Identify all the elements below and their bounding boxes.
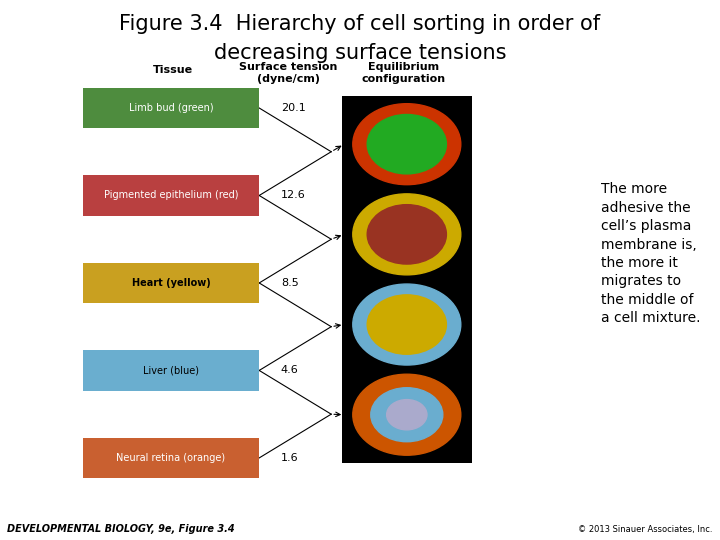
Text: 20.1: 20.1 <box>281 103 305 113</box>
FancyBboxPatch shape <box>83 437 259 478</box>
FancyBboxPatch shape <box>83 350 259 391</box>
Text: decreasing surface tensions: decreasing surface tensions <box>214 43 506 63</box>
Text: Neural retina (orange): Neural retina (orange) <box>117 453 225 463</box>
FancyBboxPatch shape <box>342 96 472 193</box>
FancyBboxPatch shape <box>342 186 472 283</box>
Text: Surface tension
(dyne/cm): Surface tension (dyne/cm) <box>239 62 337 84</box>
Text: The more
adhesive the
cell’s plasma
membrane is,
the more it
migrates to
the mid: The more adhesive the cell’s plasma memb… <box>601 183 701 325</box>
Text: 8.5: 8.5 <box>281 278 299 288</box>
FancyBboxPatch shape <box>342 276 472 373</box>
Text: Liver (blue): Liver (blue) <box>143 366 199 375</box>
Circle shape <box>371 388 443 442</box>
FancyBboxPatch shape <box>342 366 472 463</box>
Text: 12.6: 12.6 <box>281 191 305 200</box>
Circle shape <box>367 205 446 264</box>
Text: 1.6: 1.6 <box>281 453 298 463</box>
Circle shape <box>387 400 427 430</box>
Circle shape <box>353 104 461 185</box>
Text: Heart (yellow): Heart (yellow) <box>132 278 210 288</box>
Text: © 2013 Sinauer Associates, Inc.: © 2013 Sinauer Associates, Inc. <box>578 524 713 534</box>
Text: Equilibrium
configuration: Equilibrium configuration <box>361 62 445 84</box>
Text: Limb bud (green): Limb bud (green) <box>129 103 213 113</box>
Circle shape <box>353 284 461 365</box>
Text: Tissue: Tissue <box>153 65 193 75</box>
Circle shape <box>367 295 446 354</box>
Circle shape <box>353 194 461 275</box>
Text: 4.6: 4.6 <box>281 366 299 375</box>
Text: Figure 3.4  Hierarchy of cell sorting in order of: Figure 3.4 Hierarchy of cell sorting in … <box>120 14 600 33</box>
Text: Pigmented epithelium (red): Pigmented epithelium (red) <box>104 191 238 200</box>
FancyBboxPatch shape <box>83 175 259 215</box>
Circle shape <box>367 114 446 174</box>
FancyBboxPatch shape <box>83 87 259 128</box>
FancyBboxPatch shape <box>83 263 259 303</box>
Text: DEVELOPMENTAL BIOLOGY, 9e, Figure 3.4: DEVELOPMENTAL BIOLOGY, 9e, Figure 3.4 <box>7 523 235 534</box>
Circle shape <box>353 374 461 455</box>
